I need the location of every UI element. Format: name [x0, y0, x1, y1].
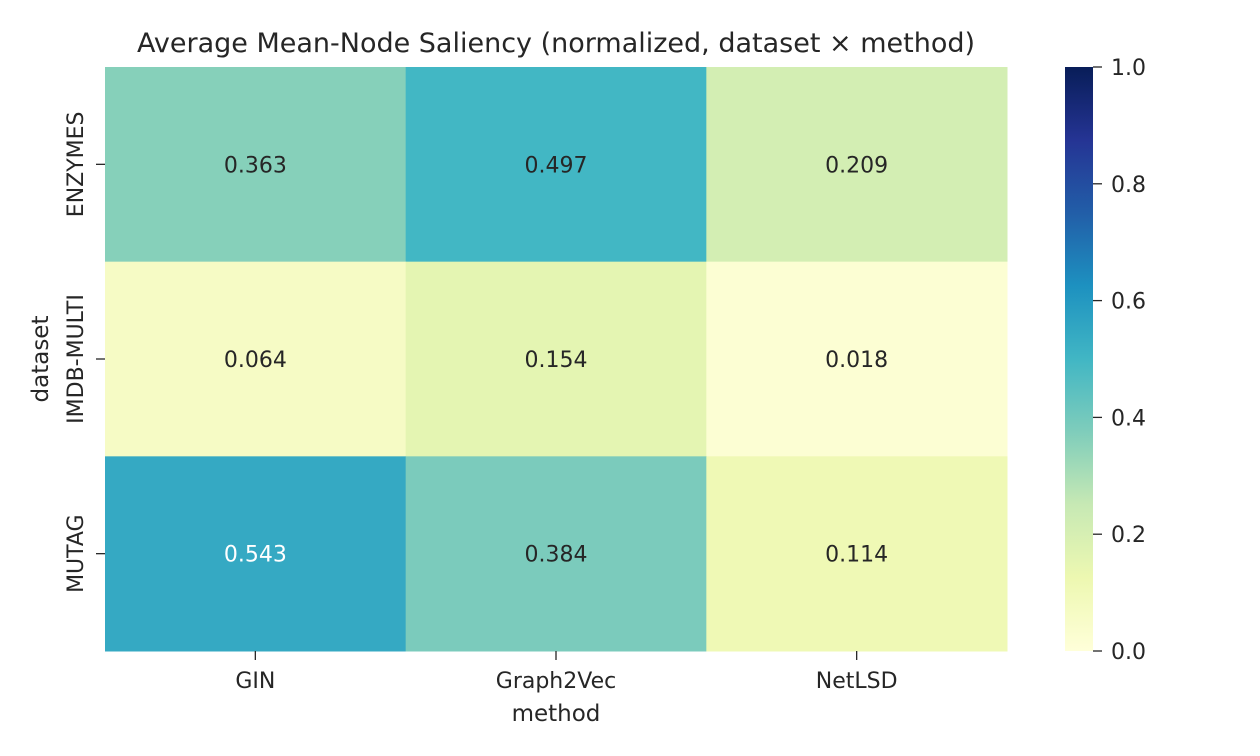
x-tick-label: Graph2Vec	[496, 669, 616, 694]
colorbar-tick-label: 1.0	[1111, 56, 1146, 81]
colorbar-tick-label: 0.0	[1111, 640, 1146, 665]
heatmap-cell	[405, 261, 707, 457]
colorbar-tick-label: 0.8	[1111, 173, 1146, 198]
colorbar-ticks: 0.0 0.2 0.4 0.6 0.8 1.0	[1093, 56, 1146, 665]
x-tick-label: GIN	[235, 669, 275, 694]
cell-value-label: 0.209	[825, 153, 888, 178]
colorbar-tick-label: 0.4	[1111, 406, 1146, 431]
cell-value-label: 0.154	[525, 348, 588, 373]
y-tick-label: ENZYMES	[64, 111, 89, 217]
y-axis-label: dataset	[28, 316, 54, 403]
cell-value-label: 0.384	[525, 543, 588, 568]
cell-value-label: 0.363	[224, 153, 287, 178]
x-tick-labels: GIN Graph2Vec NetLSD	[235, 651, 898, 694]
y-tick-labels: ENZYMES IMDB-MULTI MUTAG	[64, 111, 105, 593]
heatmap-cell	[105, 456, 407, 652]
colorbar-tick-label: 0.2	[1111, 523, 1146, 548]
x-tick-label: NetLSD	[816, 669, 898, 694]
heatmap-cell	[405, 67, 707, 263]
colorbar-tick-label: 0.6	[1111, 290, 1146, 315]
y-tick-label: MUTAG	[64, 514, 89, 593]
heatmap-cell	[706, 261, 1008, 457]
colorbar	[1065, 67, 1093, 651]
heatmap-cell	[105, 67, 407, 263]
cell-value-label: 0.114	[825, 543, 888, 568]
heatmap-cell	[706, 456, 1008, 652]
x-axis-label: method	[512, 701, 601, 727]
heatmap-cell	[105, 261, 407, 457]
cell-value-label: 0.497	[525, 153, 588, 178]
cell-value-label: 0.543	[224, 543, 287, 568]
cell-value-label: 0.018	[825, 348, 888, 373]
cell-value-label: 0.064	[224, 348, 287, 373]
heatmap-cell	[405, 456, 707, 652]
chart-title: Average Mean-Node Saliency (normalized, …	[137, 28, 975, 59]
heatmap-cells: 0.363 0.497 0.209 0.064 0.154 0.018 0.543 0.384…	[105, 67, 1008, 652]
y-tick-label: IMDB-MULTI	[64, 294, 89, 424]
heatmap-cell	[706, 67, 1008, 263]
